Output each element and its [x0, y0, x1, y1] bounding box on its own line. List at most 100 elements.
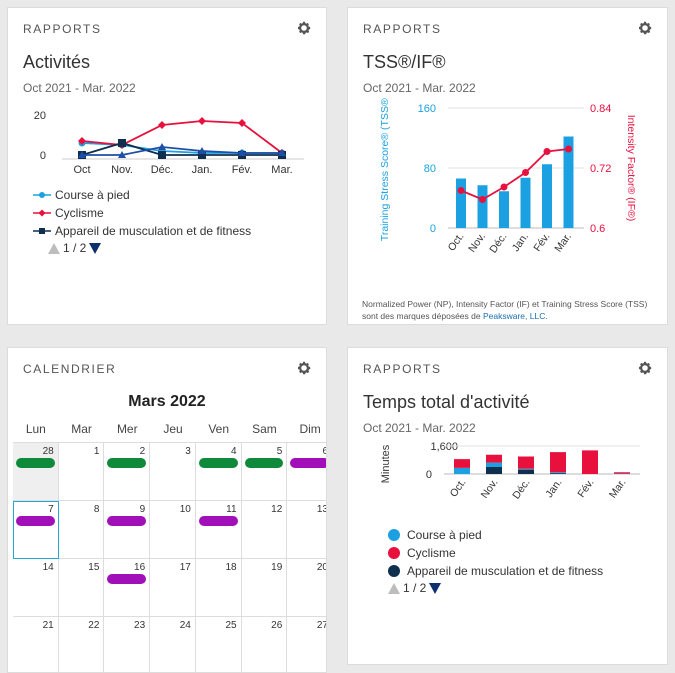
right-tick-label: 0.84	[590, 103, 611, 115]
calendar-day[interactable]: 26	[242, 617, 288, 672]
legend-swatch	[388, 547, 400, 559]
tss-card: RAPPORTS TSS®/IF® Oct 2021 - Mar. 2022 1…	[347, 7, 668, 325]
legend-item[interactable]: Appareil de musculation et de fitness	[388, 562, 603, 580]
calendar-day[interactable]: 20	[287, 559, 326, 617]
legend-item[interactable]: Cyclisme	[388, 544, 603, 562]
activity-pill[interactable]	[198, 458, 238, 468]
activites-card: RAPPORTS Activités Oct 2021 - Mar. 2022 …	[7, 7, 327, 325]
calendar-day[interactable]: 18	[195, 559, 242, 617]
weekday-label: Mer	[116, 422, 138, 436]
weekday-label: Dim	[299, 422, 321, 436]
day-number: 6	[322, 446, 326, 457]
calendar-day[interactable]: 22	[59, 617, 105, 672]
calendar-day[interactable]: 8	[58, 501, 105, 559]
calendar-day[interactable]: 15	[58, 559, 105, 617]
card-eyebrow: RAPPORTS	[23, 22, 102, 36]
pager-down-icon[interactable]	[89, 242, 102, 254]
calendar-card: CALENDRIER Mars 2022 Lun Mar Mer Jeu Ven Sam D…	[7, 347, 327, 673]
stacked-bar-segment	[486, 454, 502, 463]
calendar-day[interactable]: 28	[13, 443, 59, 501]
calendar-day[interactable]: 2	[104, 443, 151, 501]
legend-item[interactable]: Appareil de musculation et de fitness	[33, 222, 251, 240]
day-number: 18	[225, 562, 237, 573]
x-tick-label: Mar.	[271, 164, 292, 176]
activity-pill[interactable]	[198, 516, 238, 526]
calendar-day[interactable]: 10	[150, 501, 196, 559]
peaksware-link[interactable]: Peaksware, LLC	[482, 311, 546, 321]
activity-pill[interactable]	[107, 574, 147, 584]
x-tick-label: Oct	[73, 164, 90, 176]
gear-icon[interactable]	[296, 20, 312, 36]
activity-pill[interactable]	[16, 516, 55, 526]
gear-icon[interactable]	[296, 360, 312, 376]
weekday-label: Jeu	[163, 422, 183, 436]
if-point	[543, 148, 551, 155]
calendar-day[interactable]: 16	[104, 559, 151, 617]
stacked-bar-segment	[582, 450, 598, 474]
calendar-day[interactable]: 23	[104, 617, 151, 672]
right-axis-label: Intensity Factor® (IF®)	[625, 115, 637, 222]
calendar-day[interactable]: 25	[196, 617, 242, 672]
x-tick-label: Mar.	[607, 477, 629, 501]
legend-swatch	[33, 192, 51, 198]
weekday-header: Lun Mar Mer Jeu Ven Sam Dim	[13, 422, 326, 436]
legend-item[interactable]: Course à pied	[33, 186, 251, 204]
day-number: 25	[225, 620, 237, 631]
calendar-day[interactable]: 1	[58, 443, 105, 501]
card-title: Activités	[23, 52, 91, 72]
tss-bar	[563, 136, 574, 228]
gear-icon[interactable]	[637, 360, 653, 376]
calendar-day[interactable]: 6	[287, 443, 326, 501]
calendar-day[interactable]: 12	[241, 501, 288, 559]
x-tick-label: Déc.	[151, 164, 174, 176]
calendar-day[interactable]: 19	[241, 559, 288, 617]
activity-pill[interactable]	[107, 458, 147, 468]
weekday-label: Mar	[71, 422, 92, 436]
tss-bar	[477, 185, 488, 228]
date-range: Oct 2021 - Mar. 2022	[363, 81, 476, 95]
day-number: 5	[276, 446, 283, 457]
calendar-day[interactable]: 21	[13, 617, 59, 672]
legend-label: Course à pied	[407, 528, 482, 542]
calendar-day[interactable]: 13	[287, 501, 326, 559]
activity-pill[interactable]	[107, 516, 147, 526]
pager-label: 1 / 2	[403, 581, 427, 595]
gear-icon[interactable]	[637, 20, 653, 36]
y-tick-label: 20	[34, 110, 46, 122]
series-line	[82, 146, 282, 156]
calendar-day[interactable]: 11	[195, 501, 242, 559]
pager-up-icon[interactable]	[48, 242, 60, 254]
legend-pager: 1 / 2	[388, 581, 442, 595]
calendar-day[interactable]: 14	[13, 559, 59, 617]
calendar-day[interactable]: 24	[150, 617, 196, 672]
day-number: 27	[316, 620, 327, 631]
activity-pill[interactable]	[290, 458, 326, 468]
pager-down-icon[interactable]	[429, 582, 442, 594]
pager-label: 1 / 2	[63, 241, 87, 255]
day-number: 9	[139, 504, 146, 515]
legend-item[interactable]: Cyclisme	[33, 204, 251, 222]
activity-pill[interactable]	[16, 458, 55, 468]
legend-item[interactable]: Course à pied	[388, 526, 603, 544]
calendar-day[interactable]: 3	[150, 443, 196, 501]
data-point	[278, 149, 286, 156]
tss-bar	[499, 191, 509, 228]
calendar-day[interactable]: 5	[241, 443, 288, 501]
calendar-day[interactable]: 27	[287, 617, 327, 672]
tss-bar	[456, 178, 466, 228]
calendar-day[interactable]: 7	[13, 501, 59, 559]
day-number: 12	[271, 504, 283, 515]
calendar-day[interactable]: 9	[104, 501, 151, 559]
x-tick-label: Mar.	[552, 231, 574, 255]
legend-label: Appareil de musculation et de fitness	[55, 224, 252, 238]
day-number: 11	[226, 504, 237, 515]
legend-swatch	[33, 228, 51, 234]
pager-up-icon[interactable]	[388, 582, 400, 594]
activity-pill[interactable]	[244, 458, 284, 468]
if-point	[479, 196, 486, 203]
calendar-day[interactable]: 17	[150, 559, 196, 617]
y-axis-label: Minutes	[380, 444, 392, 483]
calendar-day[interactable]: 4	[195, 443, 242, 501]
date-range: Oct 2021 - Mar. 2022	[23, 81, 136, 95]
data-point	[238, 119, 246, 127]
